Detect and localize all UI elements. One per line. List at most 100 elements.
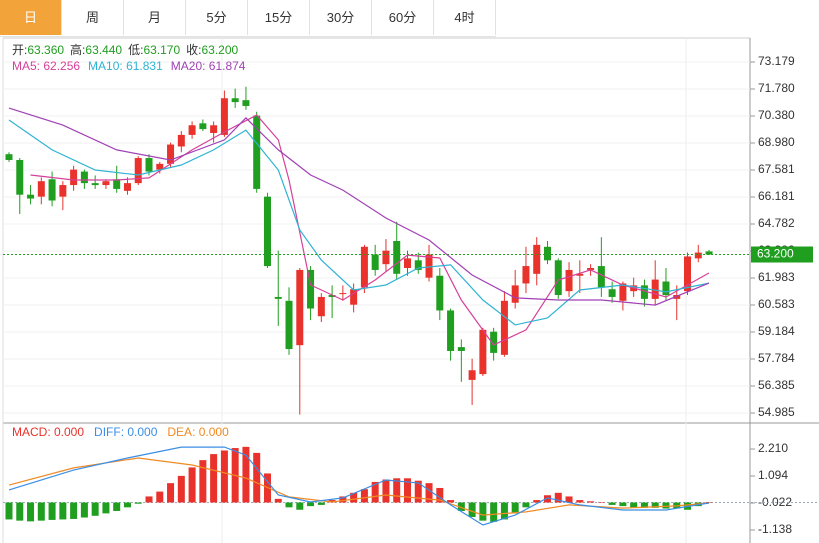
legend-entry: MA20: 61.874: [171, 59, 246, 73]
candle-body: [156, 163, 164, 170]
y-tick-label: 2.210: [758, 441, 788, 455]
macd-bar: [360, 489, 368, 503]
candle-body: [328, 295, 336, 297]
info-value: 63.200: [201, 43, 238, 57]
macd-bar: [587, 501, 595, 503]
y-tick-label: -1.138: [758, 522, 792, 536]
candle-body: [167, 144, 175, 164]
tab[interactable]: 60分: [372, 0, 434, 35]
macd-bar: [123, 502, 131, 508]
macd-bar: [619, 502, 627, 507]
tab[interactable]: 15分: [248, 0, 310, 35]
candle-body: [544, 246, 551, 261]
macd-bar: [630, 502, 638, 508]
tab-bar: 日周月 5分 15分 30分 60分 4时: [0, 0, 496, 37]
macd-bar: [5, 502, 13, 520]
candle-body: [447, 310, 455, 351]
diff-line: [8, 446, 710, 526]
candle-body: [113, 179, 121, 189]
macd-bar: [307, 502, 315, 507]
tab[interactable]: 4时: [434, 0, 496, 35]
info-value: 63.440: [85, 43, 122, 57]
candle-body: [705, 251, 713, 255]
macd-bar: [242, 446, 250, 503]
legend-entry: DIFF: 0.000: [94, 425, 158, 439]
macd-bar: [662, 502, 670, 509]
candle-body: [371, 254, 379, 270]
y-tick-label: 57.784: [758, 351, 795, 365]
macd-bar: [436, 487, 444, 503]
macd-bar: [393, 478, 401, 503]
macd-bar: [16, 502, 24, 521]
macd-bar: [382, 479, 390, 503]
macd-bar: [479, 502, 487, 521]
info-label: 开:: [12, 43, 27, 57]
candle-body: [490, 331, 498, 353]
ma-line: [30, 114, 710, 346]
candle-body: [274, 296, 282, 299]
macd-bar: [102, 502, 110, 514]
ma-line: [8, 119, 710, 326]
candle-body: [522, 266, 530, 284]
y-tick-label: 54.985: [758, 405, 795, 419]
macd-bar: [296, 502, 304, 510]
candle-body: [37, 181, 45, 197]
candle-body: [102, 181, 110, 186]
candle-body: [382, 250, 390, 265]
y-tick-label: 59.184: [758, 324, 795, 338]
candle-body: [317, 296, 325, 317]
candle-body: [662, 281, 670, 296]
macd-bar: [425, 483, 433, 503]
macd-bar: [27, 502, 35, 522]
candle-body: [694, 252, 702, 259]
candle-body: [242, 100, 250, 106]
legend-entry: MACD: 0.000: [12, 425, 84, 439]
macd-bar: [447, 500, 455, 503]
macd-bar: [328, 500, 336, 503]
y-tick-label: 64.782: [758, 216, 795, 230]
candle-body: [307, 269, 315, 309]
candle-body: [199, 123, 207, 130]
tab[interactable]: 月: [124, 0, 186, 35]
macd-bar: [167, 483, 175, 503]
macd-bar: [91, 502, 99, 516]
macd-bar: [414, 480, 422, 503]
candle-body: [16, 159, 24, 195]
macd-bar: [522, 502, 530, 508]
macd-bar: [339, 496, 347, 503]
macd-bar: [533, 500, 541, 503]
candle-body: [177, 134, 185, 147]
macd-bar: [511, 502, 519, 514]
macd-bar: [285, 502, 293, 508]
tab[interactable]: 周: [62, 0, 124, 35]
macd-bar: [134, 502, 142, 504]
tab[interactable]: 日: [0, 0, 62, 35]
candle-body: [425, 254, 433, 278]
candle-body: [70, 169, 78, 186]
legend-entry: MA5: 62.256: [12, 59, 80, 73]
candle-body: [80, 171, 88, 184]
macd-bar: [70, 502, 78, 519]
tab[interactable]: 30分: [310, 0, 372, 35]
macd-legend: MACD: 0.000 DIFF: 0.000 DEA: 0.000: [12, 425, 229, 439]
dea-line: [8, 457, 710, 516]
candle-body: [253, 115, 261, 189]
candle-body: [597, 266, 605, 288]
candle-body: [220, 98, 228, 135]
candle-body: [48, 179, 56, 201]
macd-bar: [145, 496, 153, 503]
candle-body: [59, 185, 67, 197]
tab[interactable]: 5分: [186, 0, 248, 35]
info-label: 收:: [186, 43, 201, 57]
candle-body: [27, 194, 35, 199]
macd-bar: [48, 502, 56, 520]
candle-body: [619, 283, 627, 301]
candle-body: [457, 347, 465, 351]
macd-bar: [640, 502, 648, 508]
macd-bar: [220, 450, 228, 503]
macd-bar: [188, 467, 196, 503]
ma-legend: MA5: 62.256 MA10: 61.831 MA20: 61.874: [12, 59, 246, 73]
macd-bar: [490, 502, 498, 522]
